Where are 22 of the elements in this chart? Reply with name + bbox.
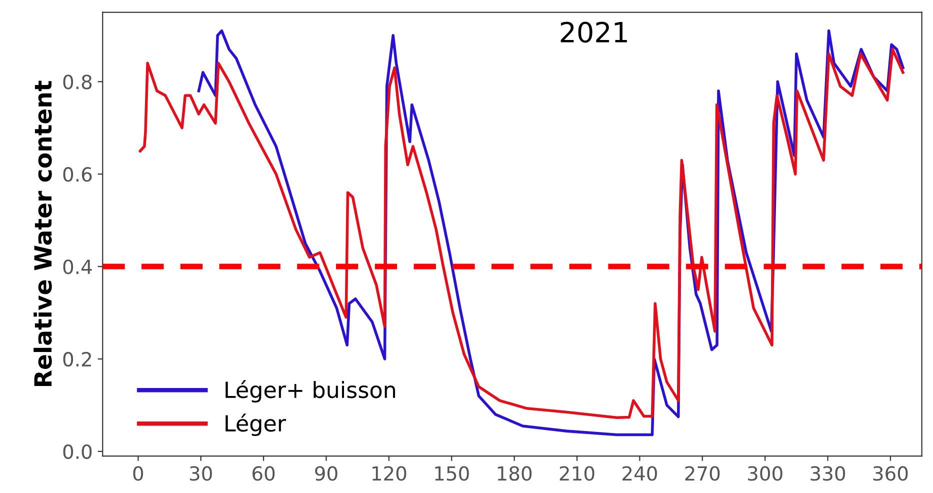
x-tick-label: 0: [133, 466, 144, 481]
legend-label: Léger+ buisson: [226, 380, 396, 403]
x-tick-label: 330: [810, 466, 846, 481]
x-tick-label: 180: [498, 466, 532, 481]
y-axis-title: Relative Water content: [34, 80, 52, 386]
y-tick-label: 0.4: [63, 259, 92, 274]
chart-title: 2021: [560, 22, 627, 43]
x-tick-label: 60: [252, 466, 275, 481]
x-tick-label: 150: [435, 466, 469, 481]
y-tick-label: 0.6: [63, 167, 92, 182]
x-tick-label: 360: [873, 466, 908, 481]
x-tick-label: 270: [685, 466, 720, 481]
y-tick-label: 0.2: [63, 352, 91, 367]
x-tick-label: 210: [560, 466, 594, 481]
legend-label: Léger: [226, 414, 286, 436]
x-tick-label: 30: [190, 466, 212, 481]
y-tick-label: 0.0: [63, 444, 92, 460]
x-tick-label: 240: [622, 466, 657, 481]
x-tick-label: 300: [748, 466, 782, 481]
x-tick-label: 90: [315, 466, 338, 481]
x-tick-label: 120: [372, 466, 406, 481]
y-tick-label: 0.8: [63, 74, 92, 90]
